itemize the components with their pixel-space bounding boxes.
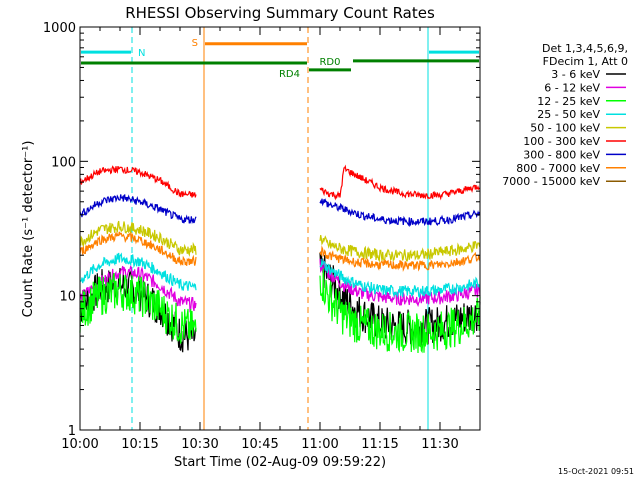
annotation-label: S (192, 38, 198, 49)
annotation-label: N (138, 48, 145, 59)
series-line (79, 231, 197, 267)
series-line (319, 268, 481, 354)
series-line (319, 234, 481, 263)
legend-header-line-2: FDecim 1, Att 0 (543, 55, 628, 68)
series-line (319, 164, 481, 201)
legend: Det 1,3,4,5,6,9, FDecim 1, Att 0 3 - 6 k… (502, 42, 628, 188)
y-axis: 1 10 100 1000 (43, 21, 480, 439)
annotation-label: RD4 (279, 69, 300, 80)
series-line (79, 220, 197, 258)
series-line (79, 272, 197, 344)
x-axis-label: Start Time (02-Aug-09 09:59:22) (174, 455, 386, 470)
series-line (319, 198, 480, 227)
series-line (79, 193, 197, 225)
footer-timestamp: 15-Oct-2021 09:51 (558, 467, 634, 476)
x-tick-label: 10:15 (121, 437, 158, 452)
attenuator-annotations: N S RD4 RD0 (81, 38, 479, 80)
series-line (319, 258, 481, 308)
x-tick-label: 11:00 (301, 437, 338, 452)
y-tick-label: 1000 (43, 21, 76, 36)
legend-entry-label: 6 - 12 keV (544, 81, 600, 94)
annotation-label: RD0 (319, 57, 340, 68)
x-tick-label: 11:30 (421, 437, 458, 452)
y-axis-label: Count Rate (s⁻¹ detector⁻¹) (21, 141, 36, 318)
x-tick-label: 10:45 (241, 437, 278, 452)
x-tick-label: 10:00 (61, 437, 98, 452)
series-line (79, 165, 197, 198)
legend-entry-label: 100 - 300 keV (523, 135, 600, 148)
legend-entry-label: 50 - 100 keV (530, 122, 600, 135)
series-line (79, 252, 197, 292)
y-tick-label: 1 (68, 424, 76, 439)
x-tick-label: 10:30 (181, 437, 218, 452)
legend-entry-label: 12 - 25 keV (537, 95, 600, 108)
plot-area: N S RD4 RD0 (79, 27, 481, 430)
legend-entry-label: 800 - 7000 keV (516, 162, 600, 175)
y-tick-label: 10 (59, 290, 76, 305)
x-axis: 10:00 10:15 10:30 10:45 11:00 11:15 11:30 (61, 27, 481, 452)
series-line (319, 245, 481, 272)
legend-entry-label: 7000 - 15000 keV (502, 175, 600, 188)
legend-entry-label: 300 - 800 keV (523, 148, 600, 161)
legend-header-line-1: Det 1,3,4,5,6,9, (542, 42, 628, 55)
series-line (79, 264, 197, 313)
x-tick-label: 11:15 (361, 437, 398, 452)
legend-entry-label: 25 - 50 keV (537, 108, 600, 121)
series-lines (79, 164, 481, 354)
series-line (319, 258, 481, 299)
chart-title: RHESSI Observing Summary Count Rates (125, 4, 435, 22)
legend-entry-label: 3 - 6 keV (551, 68, 600, 81)
y-tick-label: 100 (51, 155, 76, 170)
